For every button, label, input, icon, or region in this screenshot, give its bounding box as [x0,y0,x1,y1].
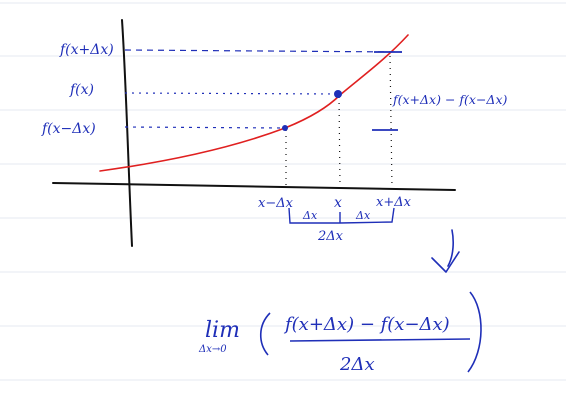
down-arrow-head [431,251,460,273]
guide-upper [124,49,403,53]
formula-fraction-bar [289,338,471,342]
formula-lim-subscript: Δx→0 [198,344,227,355]
label-difference: f(x+Δx) − f(x−Δx) [392,92,508,107]
formula-numerator: f(x+Δx) − f(x−Δx) [283,314,450,335]
point-x-minus-dx [282,125,288,131]
formula-denominator: 2Δx [339,354,375,375]
label-f-x-plus-dx: f(x+Δx) [59,42,114,58]
formula-lim: lim [205,318,240,343]
y-axis [121,19,133,247]
function-curve [99,34,409,172]
guide-lower [124,126,286,129]
guide-mid [124,92,339,95]
guide-vertical-right [389,55,393,189]
formula-left-paren [259,312,271,356]
label-x-minus-dx: x−Δx [258,196,294,211]
x-axis [52,182,456,191]
label-delta-right: Δx [355,209,371,222]
formula-right-paren [467,291,482,373]
label-span: 2Δx [317,229,344,244]
down-arrow [447,229,454,267]
label-f-x: f(x) [69,82,94,98]
label-f-x-minus-dx: f(x−Δx) [41,121,96,137]
point-x [334,90,342,98]
label-delta-left: Δx [302,209,318,222]
label-x: x [334,195,342,211]
label-x-plus-dx: x+Δx [376,195,412,210]
page-ruling [0,2,566,381]
